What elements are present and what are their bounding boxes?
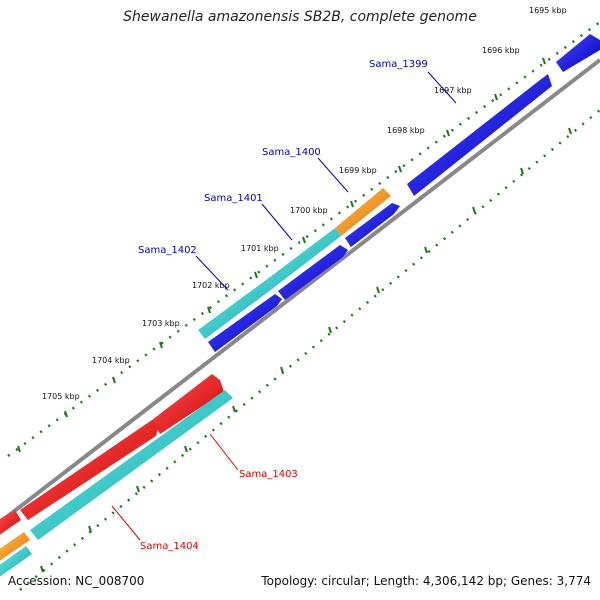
kbp-1701: 1701 kbp (241, 244, 279, 253)
kbp-1698: 1698 kbp (387, 126, 425, 135)
kbp-1695: 1695 kbp (529, 6, 567, 15)
gene-sama-1404[interactable] (30, 390, 233, 540)
kbp-1697: 1697 kbp (434, 86, 472, 95)
label-sama-1401[interactable]: Sama_1401 (204, 193, 263, 204)
gene-sama-1403[interactable] (152, 374, 224, 434)
kbp-1699: 1699 kbp (339, 166, 377, 175)
gene-sama-1402[interactable] (198, 280, 272, 339)
label-sama-1403[interactable]: Sama_1403 (239, 469, 298, 480)
gene-cyan-left[interactable] (0, 546, 32, 578)
backbone-line (0, 58, 600, 525)
map-title: Shewanella amazonensis SB2B, complete ge… (123, 9, 477, 25)
label-leaders (111, 71, 457, 541)
gene-sama-1400[interactable] (335, 188, 391, 236)
outer-major-ticks (17, 57, 546, 453)
gene-labels: Sama_1399 Sama_1400 Sama_1401 Sama_1402 … (138, 59, 428, 552)
label-sama-1400[interactable]: Sama_1400 (262, 147, 321, 158)
label-sama-1402[interactable]: Sama_1402 (138, 245, 197, 256)
reverse-features (0, 374, 233, 578)
gene-sama-1402-b[interactable] (208, 294, 282, 352)
kbp-1696: 1696 kbp (482, 46, 520, 55)
gene-sama-1401-b[interactable] (278, 245, 348, 300)
label-sama-1399[interactable]: Sama_1399 (369, 59, 428, 70)
label-sama-1404[interactable]: Sama_1404 (140, 541, 199, 552)
gene-sama-1399-a[interactable] (556, 34, 600, 72)
accession-text: Accession: NC_008700 (8, 574, 145, 588)
gene-red-left[interactable] (0, 510, 21, 536)
kbp-1702: 1702 kbp (192, 281, 230, 290)
kbp-1704: 1704 kbp (92, 356, 130, 365)
inner-tick-track (19, 109, 600, 591)
genome-summary-text: Topology: circular; Length: 4,306,142 bp… (261, 574, 591, 588)
gene-sama-1400-b[interactable] (345, 203, 400, 247)
gene-sama-1401[interactable] (266, 228, 341, 289)
kbp-1703: 1703 kbp (142, 319, 180, 328)
forward-features (198, 34, 600, 339)
kbp-1705: 1705 kbp (42, 392, 80, 401)
outer-tick-track (7, 20, 600, 458)
kbp-labels: 1695 kbp 1696 kbp 1697 kbp 1698 kbp 1699… (42, 6, 567, 401)
gene-sama-1403-b[interactable] (20, 420, 158, 520)
kbp-1700: 1700 kbp (290, 206, 328, 215)
gene-orange-left[interactable] (0, 532, 30, 562)
gene-sama-1399[interactable] (407, 74, 552, 196)
inner-major-ticks (40, 127, 572, 573)
blue-features-inner (208, 203, 400, 352)
